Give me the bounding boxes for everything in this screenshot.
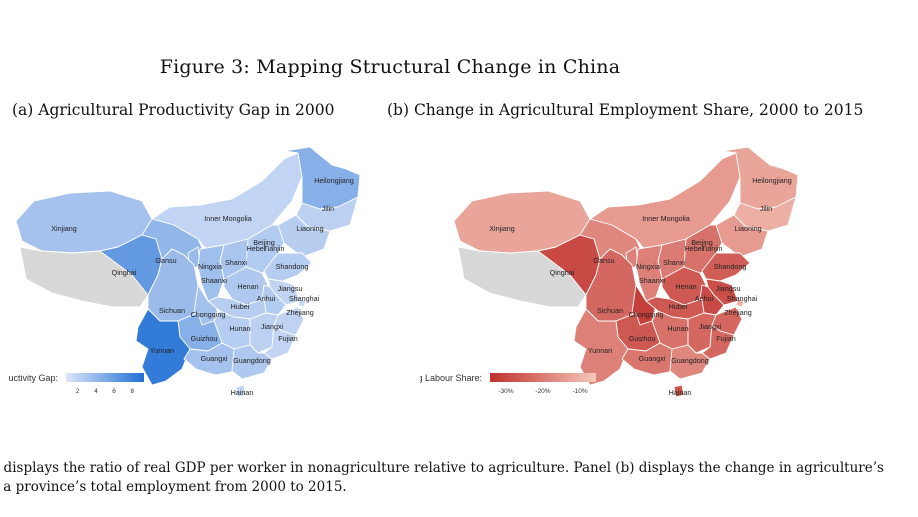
panel-a-label-hainan: Hainan [231,388,254,397]
panel-b-province-inner-mongolia [589,152,741,252]
panel-a-label-beijing: Beijing [253,238,275,247]
panel-a-label-shanxi: Shanxi [225,258,247,267]
panel-b-label-jilin: Jilin [760,204,772,213]
caption-line-2: f a province’s total employment from 200… [0,479,347,495]
panel-b-label-xinjiang: Xinjiang [489,224,515,233]
panel-a-title: (a) Agricultural Productivity Gap in 200… [12,101,335,119]
panel-a-label-yunnan: Yunnan [150,346,174,355]
panel-b-label-inner-mongolia: Inner Mongolia [642,214,690,223]
panel-a-label-shaanxi: Shaanxi [201,276,227,285]
panel-a-province-yunnan [135,308,191,386]
panel-a-label-henan: Henan [237,282,258,291]
panel-a-label-anhui: Anhui [257,294,276,303]
panel-b-label-anhui: Anhui [695,294,714,303]
panel-a-label-guizhou: Guizhou [191,334,218,343]
panel-a-label-chongqing: Chongqing [191,310,226,319]
panel-a-legend-label: uctivity Gap: [8,373,58,383]
panel-b-label-hubei: Hubei [669,302,688,311]
panel-a-label-inner-mongolia: Inner Mongolia [204,214,252,223]
panel-a-legend-tick: 6 [112,388,116,395]
panel-b-label-guizhou: Guizhou [629,334,656,343]
panel-b-label-shandong: Shandong [714,262,747,271]
panel-b-label-jiangxi: Jiangxi [699,322,722,331]
caption-line-1: ) displays the ratio of real GDP per wor… [0,460,884,476]
panel-b-legend-colorbar [490,373,596,382]
panel-b-label-hebei: Hebei [685,244,704,253]
panel-b-label-beijing: Beijing [691,238,713,247]
panel-a-label-qinghai: Qinghai [112,268,137,277]
panel-a-label-hubei: Hubei [231,302,250,311]
panel-b-label-tianjin: Tianjin [702,244,723,253]
panel-b-province-fujian [701,324,735,360]
panel-b-legend-tick: -30% [498,388,513,395]
panel-b-province-hainan [673,384,685,398]
panel-a-label-xinjiang: Xinjiang [51,224,77,233]
panel-a-province-guangdong [231,344,273,380]
panel-a-label-tianjin: Tianjin [264,244,285,253]
panel-b-label-guangxi: Guangxi [639,354,666,363]
panel-b-label-shanxi: Shanxi [663,258,685,267]
panel-a-label-gansu: Gansu [155,256,176,265]
panel-b-label-shaanxi: Shaanxi [639,276,665,285]
panel-a-province-shandong [263,252,313,282]
panel-b-label-guangdong: Guangdong [671,356,709,365]
panel-b-label-hainan: Hainan [669,388,692,397]
panel-a-label-fujian: Fujian [278,334,298,343]
panel-a-label-jiangsu: Jiangsu [278,284,303,293]
panel-b-label-jiangsu: Jiangsu [716,284,741,293]
panel-b-label-liaoning: Liaoning [734,224,761,233]
figure-caption: ) displays the ratio of real GDP per wor… [0,459,918,497]
panel-b-legend-tick: -10% [573,388,588,395]
panel-b-province-shanghai [735,298,745,308]
panel-a-label-hunan: Hunan [229,324,250,333]
panel-a-province-fujian [263,324,297,360]
panel-a-legend-tick: 2 [76,388,80,395]
panel-b-label-shanghai: Shanghai [727,294,758,303]
panel-b-legend: Ag Labour Share: -30% -20% -10% [420,373,596,395]
panel-a-label-hebei: Hebei [247,244,266,253]
panel-a-province-shanghai [297,298,307,308]
figure-title: Figure 3: Mapping Structural Change in C… [159,56,621,78]
panel-a-label-ningxia: Ningxia [198,262,222,271]
panel-a-legend-tick: 4 [94,388,98,395]
panel-a-label-heilongjiang: Heilongjiang [314,176,354,185]
panel-a-province-inner-mongolia [151,152,303,252]
panel-b-province-yunnan [573,308,629,386]
panel-a-label-sichuan: Sichuan [159,306,185,315]
productivity-gap-map: Xinjiang Qinghai Gansu Inner Mongolia Heilon… [8,146,361,398]
panel-b-label-ningxia: Ningxia [636,262,660,271]
panel-a-label-jiangxi: Jiangxi [261,322,284,331]
panel-b-label-chongqing: Chongqing [629,310,664,319]
panel-b-label-gansu: Gansu [593,256,614,265]
panel-a-label-guangdong: Guangdong [233,356,271,365]
panel-a-label-shandong: Shandong [276,262,309,271]
panel-a-legend: uctivity Gap: 2 4 6 8 [8,373,144,395]
panel-a-label-shanghai: Shanghai [289,294,320,303]
panel-a-legend-tick: 8 [130,388,134,395]
panel-b-legend-label: Ag Labour Share: [420,373,482,383]
panel-a-label-zhejiang: Zhejiang [286,308,314,317]
panel-b-label-sichuan: Sichuan [597,306,623,315]
panel-b-label-henan: Henan [675,282,696,291]
panel-b-label-qinghai: Qinghai [550,268,575,277]
panel-b-province-guangdong [669,344,711,380]
panel-b-label-hunan: Hunan [667,324,688,333]
panel-b-label-yunnan: Yunnan [588,346,612,355]
panel-b-label-zhejiang: Zhejiang [724,308,752,317]
panel-a-legend-colorbar [66,373,144,382]
panel-b-legend-tick: -20% [535,388,550,395]
panel-a-label-jilin: Jilin [322,204,334,213]
panel-b-label-fujian: Fujian [716,334,736,343]
panel-a-label-guangxi: Guangxi [201,354,228,363]
ag-share-change-map: Xinjiang Qinghai Gansu Inner Mongolia Heilon… [420,146,799,398]
panel-b-label-heilongjiang: Heilongjiang [752,176,792,185]
panel-b-province-shandong [701,252,751,282]
panel-a-label-liaoning: Liaoning [296,224,323,233]
panel-a-province-hainan [235,384,247,398]
panel-b-title: (b) Change in Agricultural Employment Sh… [387,101,864,119]
